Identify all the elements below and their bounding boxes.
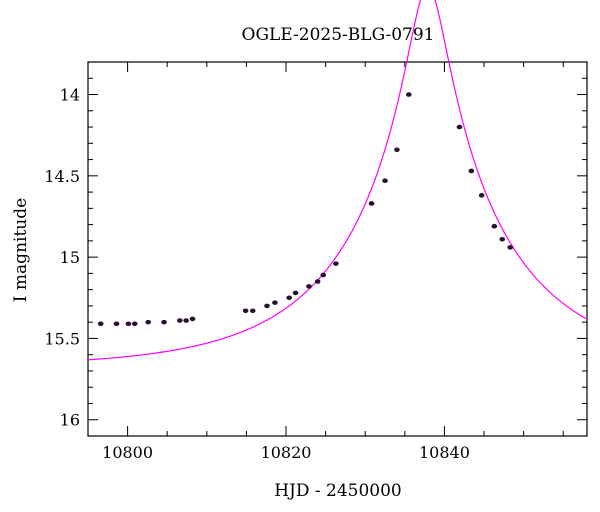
- axis-tick-labels: 10800 10820 10840 14 14.5 15 15.5 16: [44, 86, 470, 462]
- data-point: [113, 321, 120, 327]
- x-tick-label: 10820: [261, 443, 312, 462]
- data-point: [292, 290, 299, 296]
- data-point: [264, 303, 270, 309]
- data-point: [242, 308, 249, 314]
- data-point: [368, 201, 375, 206]
- plot-frame: [87, 61, 588, 437]
- data-point: [145, 319, 151, 325]
- data-point: [161, 319, 167, 325]
- data-point: [456, 124, 463, 130]
- data-point: [183, 318, 190, 323]
- data-point: [507, 245, 513, 250]
- chart-title: OGLE-2025-BLG-0791: [242, 25, 435, 45]
- y-axis-label: I magnitude: [11, 198, 31, 302]
- data-point: [306, 284, 312, 289]
- data-points: [97, 92, 513, 327]
- data-point: [394, 147, 400, 153]
- data-point: [320, 272, 327, 278]
- data-point: [333, 261, 339, 266]
- y-tick-label: 15.5: [44, 329, 80, 348]
- data-point: [286, 295, 292, 301]
- data-point: [468, 168, 475, 174]
- x-axis-label: HJD - 2450000: [274, 481, 402, 501]
- y-tick-label: 16: [60, 411, 80, 430]
- data-point: [272, 300, 278, 305]
- data-point: [491, 223, 498, 229]
- data-point: [499, 236, 506, 242]
- x-tick-label: 10800: [102, 443, 153, 462]
- data-point: [125, 321, 132, 327]
- axis-ticks: [87, 61, 587, 437]
- model-curve: [87, 0, 588, 361]
- data-point: [314, 279, 321, 284]
- data-point: [478, 193, 485, 198]
- x-tick-label: 10840: [419, 443, 470, 462]
- data-point: [382, 178, 388, 184]
- y-tick-label: 14: [60, 86, 80, 105]
- data-point: [189, 316, 196, 322]
- data-point: [405, 92, 412, 97]
- data-point: [97, 321, 104, 327]
- data-point: [177, 318, 183, 323]
- y-tick-label: 15: [60, 248, 80, 267]
- data-point: [249, 308, 256, 314]
- data-point: [131, 321, 138, 327]
- y-tick-label: 14.5: [44, 167, 80, 186]
